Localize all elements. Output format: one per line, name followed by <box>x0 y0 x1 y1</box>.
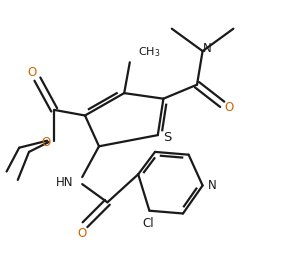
Text: O: O <box>41 136 50 149</box>
Text: Cl: Cl <box>142 217 154 230</box>
Text: N: N <box>202 42 211 55</box>
Text: N: N <box>208 179 217 192</box>
Text: HN: HN <box>56 176 74 189</box>
Text: O: O <box>78 227 87 240</box>
Text: O: O <box>224 100 234 114</box>
Text: O: O <box>27 66 36 79</box>
Text: CH$_3$: CH$_3$ <box>138 46 161 60</box>
Text: S: S <box>163 131 172 144</box>
